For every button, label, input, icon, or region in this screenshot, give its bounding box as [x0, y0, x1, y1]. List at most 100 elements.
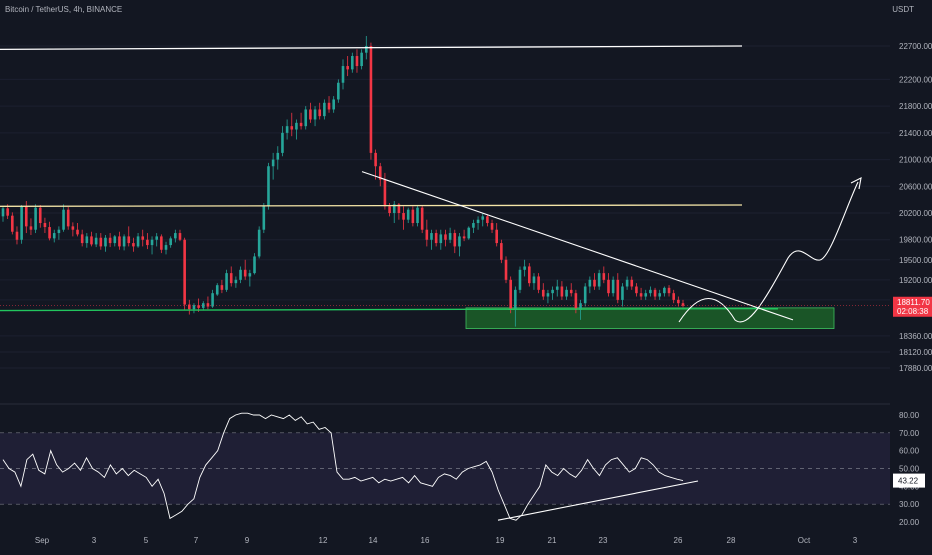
candles	[1, 35, 685, 327]
candle-body	[271, 159, 275, 167]
candle-body	[523, 266, 526, 270]
time-tick-label: 3	[853, 536, 858, 545]
candle-body	[532, 276, 536, 284]
candle-body	[332, 99, 335, 110]
candle-body	[416, 207, 419, 224]
candle-body	[677, 299, 680, 304]
candle-body	[225, 273, 228, 290]
candle-body	[267, 166, 270, 207]
candle-body	[211, 293, 214, 307]
candle-body	[104, 237, 107, 247]
candle-body	[80, 234, 84, 244]
candle-body	[99, 237, 103, 247]
candle-body	[108, 237, 112, 244]
candle-body	[597, 273, 601, 287]
candle-body	[48, 227, 51, 239]
candle-body	[374, 152, 377, 167]
rsi-trendline	[497, 480, 699, 521]
candle-body	[313, 109, 317, 120]
candle-body	[639, 293, 643, 297]
price-tick-label: 18120.00	[899, 348, 932, 357]
candle-body	[444, 234, 447, 240]
candle-body	[560, 286, 564, 297]
candle-body	[383, 179, 387, 207]
time-tick-label: 16	[421, 536, 430, 545]
price-axis[interactable]: 22700.00 22200.00 21800.00 21400.00 21000.00…	[893, 42, 932, 527]
candle-body	[486, 216, 489, 224]
candle-body	[672, 293, 675, 300]
candle-body	[616, 279, 620, 300]
projection-arrowhead	[850, 177, 862, 190]
rsi-tick-label: 70.00	[899, 429, 920, 438]
price-tick-label: 22200.00	[899, 75, 932, 84]
candle-body	[94, 237, 98, 245]
candle-body	[62, 209, 65, 230]
time-axis[interactable]: Sep 3 5 7 9 12 14 16 19 21 23 26 28 Oct 3	[35, 536, 858, 545]
candle-body	[127, 236, 131, 244]
candle-body	[667, 287, 671, 294]
candle-body	[541, 289, 545, 297]
candle-body	[188, 304, 191, 310]
support-line	[0, 307, 779, 312]
candle-body	[234, 279, 238, 284]
candle-body	[52, 233, 56, 239]
price-tick-label: 20200.00	[899, 209, 932, 218]
rsi-pane	[0, 412, 890, 521]
candle-body	[565, 289, 568, 297]
candle-body	[20, 206, 23, 240]
candle-body	[388, 206, 391, 214]
candle-body	[681, 303, 685, 306]
rsi-value-label: 43.22	[898, 477, 919, 486]
candle-body	[323, 102, 326, 117]
candle-body	[392, 204, 396, 214]
rsi-tick-label: 80.00	[899, 411, 920, 420]
candle-body	[500, 243, 503, 260]
time-tick-label: 14	[369, 536, 378, 545]
candle-body	[453, 233, 457, 247]
candle-body	[411, 209, 415, 224]
candle-body	[183, 239, 186, 305]
time-tick-label: 7	[194, 536, 199, 545]
candle-body	[630, 279, 634, 287]
price-tick-label: 19500.00	[899, 256, 932, 265]
candle-body	[458, 236, 461, 247]
price-tick-label: 20600.00	[899, 182, 932, 191]
current-price-value: 18811.70	[897, 298, 930, 307]
candle-body	[146, 239, 149, 246]
price-tick-label: 17880.00	[899, 364, 932, 373]
candle-body	[90, 236, 93, 245]
candle-body	[257, 229, 261, 257]
candle-body	[122, 236, 126, 247]
candle-body	[425, 229, 429, 240]
candle-body	[285, 126, 289, 133]
candle-body	[663, 287, 666, 294]
candle-body	[504, 259, 508, 280]
rsi-tick-label: 30.00	[899, 500, 920, 509]
candle-body	[602, 273, 606, 280]
time-tick-label: Oct	[798, 536, 811, 545]
candle-body	[351, 56, 354, 70]
drawings[interactable]	[0, 45, 890, 323]
time-tick-label: 9	[245, 536, 250, 545]
time-tick-label: 26	[674, 536, 683, 545]
candle-body	[1, 208, 5, 217]
candle-body	[481, 216, 485, 220]
rsi-line	[2, 412, 684, 521]
candle-body	[66, 209, 70, 227]
candle-body	[309, 109, 312, 120]
candle-body	[462, 236, 466, 239]
candle-body	[658, 293, 662, 297]
candle-body	[34, 207, 37, 230]
resistance-line	[0, 45, 743, 50]
candle-body	[574, 293, 578, 310]
candle-body	[397, 204, 401, 214]
candle-body	[141, 236, 145, 240]
candle-body	[192, 305, 196, 310]
candle-body	[448, 233, 452, 240]
price-tick-label: 19200.00	[899, 276, 932, 285]
time-tick-label: 3	[92, 536, 97, 545]
price-tick-label: 18360.00	[899, 332, 932, 341]
projection-path	[678, 181, 859, 323]
